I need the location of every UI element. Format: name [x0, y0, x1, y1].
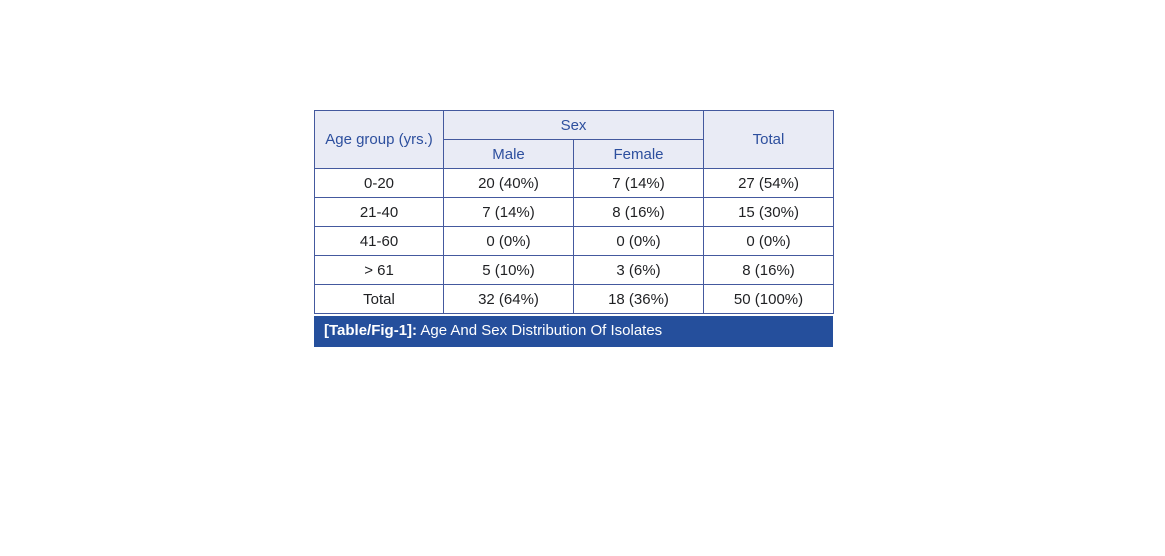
table-row: 21-40 7 (14%) 8 (16%) 15 (30%) [314, 197, 835, 227]
table-cell-female: 8 (16%) [572, 197, 705, 227]
row-label: 0-20 [314, 168, 444, 198]
table-cell-male: 20 (40%) [443, 168, 574, 198]
table-figure: Age group (yrs.) Sex Total Male Female 0… [314, 110, 835, 347]
column-header-age-group: Age group (yrs.) [314, 110, 444, 169]
table-row: 41-60 0 (0%) 0 (0%) 0 (0%) [314, 226, 835, 256]
table-row: > 61 5 (10%) 3 (6%) 8 (16%) [314, 255, 835, 285]
table-cell-male: 32 (64%) [443, 284, 574, 314]
table-cell-total: 27 (54%) [703, 168, 835, 198]
table-cell-male: 0 (0%) [443, 226, 574, 256]
table-body: 0-20 20 (40%) 7 (14%) 27 (54%) 21-40 7 (… [314, 168, 835, 314]
table-cell-female: 3 (6%) [572, 255, 705, 285]
figure-caption-text: Age And Sex Distribution Of Isolates [417, 322, 663, 339]
figure-caption-label: [Table/Fig-1]: [324, 322, 418, 339]
table-cell-male: 7 (14%) [443, 197, 574, 227]
row-label: > 61 [314, 255, 444, 285]
table-cell-female: 7 (14%) [572, 168, 705, 198]
table-cell-total: 8 (16%) [703, 255, 835, 285]
column-header-female: Female [572, 139, 705, 169]
age-sex-distribution-table: Age group (yrs.) Sex Total Male Female 0… [314, 110, 835, 314]
table-cell-female: 18 (36%) [572, 284, 705, 314]
table-cell-female: 0 (0%) [572, 226, 705, 256]
row-label: 41-60 [314, 226, 444, 256]
table-cell-total: 15 (30%) [703, 197, 835, 227]
row-label: 21-40 [314, 197, 444, 227]
column-header-sex: Sex [442, 110, 705, 140]
table-header-row-sub: Male Female [315, 139, 834, 169]
column-header-male: Male [443, 139, 574, 169]
table-header: Age group (yrs.) Sex Total Male Female [314, 110, 835, 169]
table-header-row-group: Age group (yrs.) Sex Total [314, 110, 835, 169]
row-label: Total [314, 284, 444, 314]
table-cell-total: 50 (100%) [703, 284, 835, 314]
figure-caption: [Table/Fig-1]: Age And Sex Distribution … [314, 316, 833, 347]
column-header-total: Total [703, 110, 835, 169]
table-cell-male: 5 (10%) [443, 255, 574, 285]
table-row-total: Total 32 (64%) 18 (36%) 50 (100%) [314, 284, 835, 314]
table-row: 0-20 20 (40%) 7 (14%) 27 (54%) [314, 168, 835, 198]
table-cell-total: 0 (0%) [703, 226, 835, 256]
